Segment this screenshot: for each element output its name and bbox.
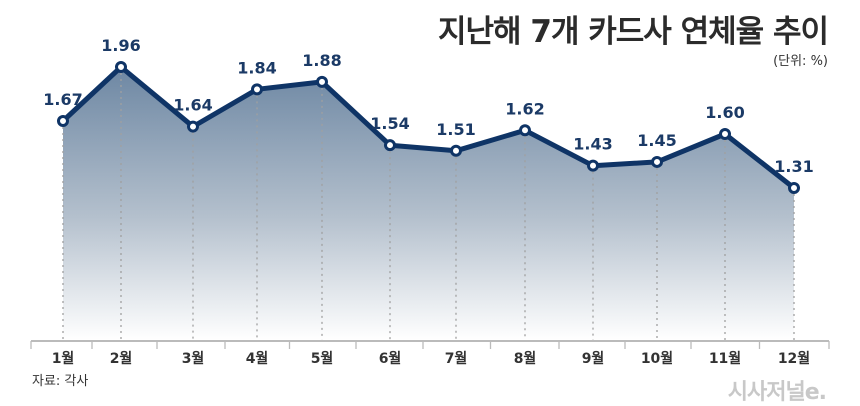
x-axis bbox=[30, 340, 830, 349]
data-label: 1.67 bbox=[43, 90, 82, 109]
x-tick-label: 1월 bbox=[52, 350, 75, 367]
guide-lines bbox=[62, 67, 795, 340]
data-point-marker bbox=[651, 155, 663, 168]
x-tick-label: 2월 bbox=[110, 350, 133, 367]
source-note: 자료: 각사 bbox=[32, 374, 89, 389]
data-point-marker bbox=[316, 75, 328, 88]
chart-title: 지난해 7개 카드사 연체율 추이 bbox=[438, 14, 829, 50]
data-point-marker bbox=[187, 120, 199, 133]
data-point-marker bbox=[57, 114, 69, 127]
data-label: 1.45 bbox=[637, 131, 676, 150]
x-tick-label: 10월 bbox=[641, 350, 673, 367]
data-label: 1.54 bbox=[370, 114, 409, 133]
data-point-marker bbox=[115, 61, 127, 73]
data-label: 1.51 bbox=[436, 120, 475, 139]
data-label: 1.96 bbox=[101, 36, 140, 55]
data-markers bbox=[57, 61, 800, 194]
x-tick-label: 6월 bbox=[379, 350, 402, 367]
data-point-marker bbox=[384, 139, 396, 152]
x-tick-label: 9월 bbox=[582, 350, 605, 367]
x-tick-label: 12월 bbox=[778, 350, 810, 367]
data-label: 1.88 bbox=[302, 51, 341, 70]
area-fill bbox=[63, 67, 794, 340]
data-point-marker bbox=[719, 128, 731, 141]
data-label: 1.84 bbox=[237, 58, 276, 77]
x-tick-label: 3월 bbox=[182, 350, 205, 367]
x-tick-label: 7월 bbox=[445, 350, 468, 367]
data-label: 1.31 bbox=[774, 157, 813, 176]
x-tick-label: 4월 bbox=[246, 350, 269, 367]
data-label: 1.64 bbox=[173, 96, 212, 115]
data-point-marker bbox=[519, 124, 531, 137]
x-axis-labels: 1월 2월 3월 4월 5월 6월 7월 8월 9월 10월 11월 12월 bbox=[52, 350, 811, 367]
x-tick-label: 11월 bbox=[709, 350, 741, 367]
data-point-marker bbox=[587, 159, 599, 172]
publisher-logo: 시사저널e. bbox=[727, 380, 827, 405]
series-line bbox=[60, 64, 797, 191]
data-point-marker bbox=[450, 144, 462, 157]
data-label: 1.62 bbox=[505, 99, 544, 118]
data-label: 1.60 bbox=[705, 103, 744, 122]
data-point-marker bbox=[788, 182, 800, 194]
x-tick-label: 8월 bbox=[514, 350, 537, 367]
data-label: 1.43 bbox=[573, 135, 612, 154]
x-tick-label: 5월 bbox=[311, 350, 334, 367]
unit-label: (단위: %) bbox=[773, 54, 828, 69]
data-point-marker bbox=[251, 83, 263, 96]
data-labels: 1.67 1.96 1.64 1.84 1.88 1.54 1.51 1.62 1.43 1.45… bbox=[43, 36, 813, 176]
